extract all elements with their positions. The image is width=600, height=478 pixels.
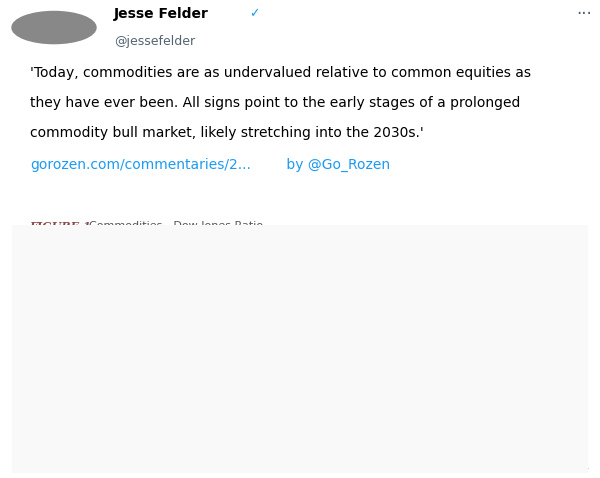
Text: 'Today, commodities are as undervalued relative to common equities as: 'Today, commodities are as undervalued r…	[30, 66, 531, 80]
Text: commodity bull market, likely stretching into the 2030s.': commodity bull market, likely stretching…	[30, 126, 424, 140]
Circle shape	[12, 11, 96, 43]
Text: they have ever been. All signs point to the early stages of a prolonged: they have ever been. All signs point to …	[30, 96, 520, 110]
Text: ✓: ✓	[249, 7, 260, 20]
Text: @jessefelder: @jessefelder	[114, 35, 195, 48]
Text: Jesse Felder: Jesse Felder	[114, 7, 214, 21]
Text: FIGURE 1: FIGURE 1	[29, 221, 91, 232]
Text: Commodities - Dow Jones Ratio: Commodities - Dow Jones Ratio	[89, 221, 263, 231]
Text: gorozen.com/commentaries/2...: gorozen.com/commentaries/2...	[30, 158, 251, 172]
FancyBboxPatch shape	[6, 222, 594, 476]
Text: ···: ···	[576, 5, 592, 23]
Text: by @Go_Rozen: by @Go_Rozen	[282, 158, 390, 172]
